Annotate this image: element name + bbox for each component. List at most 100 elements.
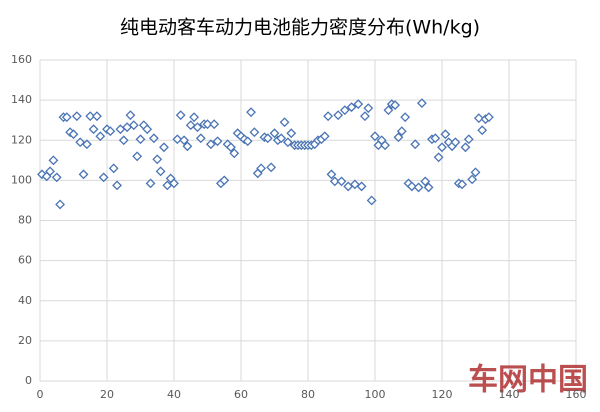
point (353, 99, 364, 110)
point (71, 111, 82, 122)
point (323, 111, 334, 122)
point (81, 139, 92, 150)
point (339, 105, 350, 116)
y-tick-label: 140 (11, 93, 32, 106)
point (450, 137, 461, 148)
point (410, 139, 421, 150)
point (396, 126, 407, 137)
x-tick-label: 80 (301, 388, 315, 401)
point (61, 112, 72, 123)
point (329, 176, 340, 187)
point (286, 128, 297, 139)
point (142, 124, 153, 135)
point (457, 179, 468, 190)
point (51, 172, 62, 183)
point (346, 102, 357, 113)
point (212, 136, 223, 147)
point (360, 111, 370, 122)
point (145, 178, 156, 189)
x-tick-label: 160 (566, 388, 587, 401)
point (326, 169, 337, 180)
y-tick-label: 20 (18, 334, 32, 347)
watermark: 车网中国 (468, 363, 588, 398)
y-tick-label: 40 (18, 294, 32, 307)
point (179, 135, 189, 146)
point (380, 140, 390, 151)
point (98, 172, 109, 183)
point (108, 163, 119, 174)
point (226, 142, 236, 153)
point (430, 133, 441, 144)
point (68, 129, 79, 140)
point (219, 175, 230, 186)
point (195, 133, 206, 144)
point (112, 180, 122, 191)
point (370, 131, 380, 142)
y-tick-label: 60 (18, 254, 32, 267)
point (400, 112, 411, 123)
point (276, 133, 287, 144)
point (78, 169, 89, 180)
point (467, 174, 478, 185)
y-tick-label: 160 (11, 53, 32, 66)
point (393, 132, 404, 143)
point (463, 134, 474, 145)
point (249, 127, 260, 138)
point (182, 141, 193, 152)
point (390, 100, 401, 111)
point (55, 199, 66, 210)
point (279, 117, 290, 128)
x-tick-label: 0 (37, 388, 44, 401)
point (256, 163, 267, 174)
point (229, 148, 240, 159)
point (175, 110, 186, 121)
chart-title: 纯电动客车动力电池能力密度分布(Wh/kg) (120, 17, 480, 39)
point (159, 142, 169, 153)
y-tick-label: 120 (11, 133, 32, 146)
point (366, 195, 377, 206)
point (356, 181, 367, 192)
point (282, 137, 293, 148)
point (45, 166, 55, 177)
point (333, 110, 344, 121)
y-tick-label: 100 (11, 173, 32, 186)
point (155, 166, 166, 177)
point (437, 142, 447, 153)
point (483, 112, 494, 123)
point (433, 152, 444, 163)
point (363, 103, 374, 114)
point (383, 105, 394, 116)
point (128, 120, 139, 131)
point (319, 131, 330, 142)
point (172, 134, 183, 145)
point (209, 119, 220, 130)
x-tick-label: 120 (432, 388, 453, 401)
point (189, 112, 200, 123)
x-tick-label: 100 (365, 388, 386, 401)
point (132, 151, 143, 162)
point (420, 176, 431, 187)
point (416, 98, 427, 109)
point (85, 111, 96, 122)
point (135, 134, 146, 145)
point (269, 128, 280, 139)
x-tick-label: 20 (100, 388, 114, 401)
point (262, 133, 273, 144)
point (169, 178, 179, 189)
point (336, 176, 347, 187)
y-tick-label: 80 (18, 214, 32, 227)
point (192, 122, 203, 133)
y-tick-label: 0 (25, 374, 32, 387)
x-tick-label: 60 (234, 388, 248, 401)
point (246, 107, 256, 118)
x-tick-label: 140 (499, 388, 520, 401)
point (460, 142, 471, 153)
point (477, 125, 488, 136)
x-tick-label: 40 (167, 388, 181, 401)
point (413, 182, 424, 193)
point (406, 181, 417, 192)
point (152, 154, 163, 165)
point (470, 167, 481, 178)
